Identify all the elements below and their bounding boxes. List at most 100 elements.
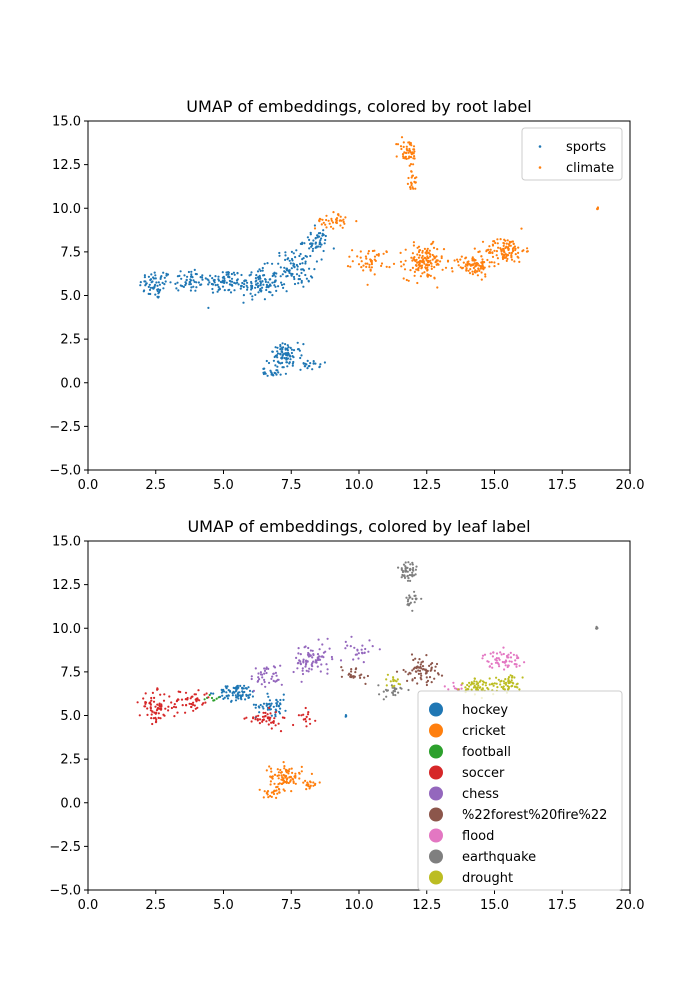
scatter-point: [378, 648, 381, 651]
scatter-point: [508, 251, 511, 255]
scatter-point: [429, 274, 432, 277]
scatter-point: [513, 245, 517, 248]
scatter-point: [330, 655, 333, 659]
scatter-point: [302, 781, 305, 784]
scatter-point: [227, 271, 230, 274]
scatter-point: [314, 719, 317, 722]
scatter-point: [465, 263, 468, 266]
scatter-point: [413, 177, 417, 180]
scatter-point: [360, 266, 363, 269]
legend: hockey cricket football soccer chess %22fores…: [417, 690, 623, 891]
scatter-point: [412, 163, 415, 166]
scatter-point: [195, 281, 198, 284]
scatter-point: [355, 653, 358, 656]
scatter-point: [433, 276, 436, 279]
scatter-point: [496, 242, 499, 245]
scatter-point: [143, 274, 146, 277]
scatter-point: [263, 298, 266, 301]
scatter-point: [293, 775, 296, 778]
legend-label: drought: [462, 871, 513, 886]
scatter-point: [396, 678, 399, 681]
scatter-point: [282, 346, 285, 349]
scatter-point: [222, 275, 225, 278]
scatter-point: [475, 270, 479, 273]
scatter-point: [277, 774, 280, 777]
scatter-point: [413, 590, 416, 593]
scatter-point: [266, 692, 269, 695]
scatter-point: [484, 273, 487, 276]
scatter-point: [258, 274, 261, 277]
scatter-point: [503, 688, 506, 691]
scatter-point: [512, 242, 515, 245]
scatter-point: [280, 683, 283, 686]
scatter-point: [413, 594, 416, 598]
legend-marker: [429, 870, 443, 885]
scatter-point: [274, 715, 277, 718]
scatter-point: [409, 568, 412, 571]
scatter-point: [193, 704, 196, 707]
scatter-point: [370, 263, 373, 266]
scatter-point: [391, 691, 394, 694]
scatter-point: [173, 703, 176, 706]
scatter-point: [406, 579, 410, 582]
legend-label: flood: [462, 829, 494, 844]
scatter-point: [259, 284, 262, 287]
scatter-point: [191, 703, 195, 707]
scatter-point: [193, 268, 196, 271]
scatter-point: [290, 257, 294, 261]
scatter-point: [367, 650, 370, 653]
scatter-point: [275, 704, 278, 708]
scatter-point: [395, 143, 398, 146]
scatter-point: [247, 686, 250, 689]
scatter-point: [309, 242, 312, 245]
scatter-point: [277, 360, 280, 363]
scatter-point: [139, 284, 142, 287]
scatter-point: [392, 693, 395, 697]
scatter-point: [269, 708, 272, 711]
scatter-point: [329, 225, 333, 228]
scatter-point: [274, 285, 277, 288]
scatter-point: [204, 277, 207, 280]
scatter-point: [434, 260, 438, 263]
scatter-point: [399, 260, 403, 263]
scatter-point: [308, 718, 311, 721]
scatter-point: [351, 249, 354, 252]
scatter-point: [318, 365, 321, 368]
scatter-point: [208, 693, 211, 697]
scatter-point: [507, 653, 510, 656]
scatter-point: [150, 717, 153, 720]
scatter-point: [159, 717, 162, 720]
scatter-point: [502, 247, 505, 250]
scatter-point: [318, 655, 321, 658]
scatter-point: [283, 266, 286, 269]
scatter-point: [312, 653, 315, 657]
scatter-point: [272, 672, 275, 675]
scatter-point: [515, 663, 518, 666]
scatter-point: [433, 257, 436, 260]
scatter-point: [147, 285, 150, 288]
scatter-point: [402, 145, 405, 148]
scatter-point: [251, 284, 254, 287]
scatter-point: [320, 223, 323, 226]
scatter-point: [318, 235, 321, 238]
scatter-point: [404, 248, 407, 251]
scatter-point: [418, 265, 421, 268]
scatter-point: [304, 262, 307, 265]
scatter-point: [500, 248, 503, 251]
scatter-point: [276, 792, 279, 795]
scatter-point: [396, 143, 400, 146]
scatter-point: [408, 147, 411, 151]
scatter-point: [152, 277, 156, 280]
scatter-point: [275, 272, 278, 275]
scatter-point: [272, 374, 275, 377]
scatter-point: [309, 785, 312, 788]
chart-title: UMAP of embeddings, colored by root labe…: [186, 97, 531, 116]
scatter-point: [274, 275, 277, 278]
scatter-point: [241, 686, 244, 689]
scatter-point: [323, 361, 326, 364]
scatter-point: [190, 702, 193, 706]
scatter-point: [367, 252, 370, 255]
scatter-point: [444, 266, 448, 269]
scatter-point: [217, 278, 220, 281]
scatter-point: [145, 282, 148, 285]
